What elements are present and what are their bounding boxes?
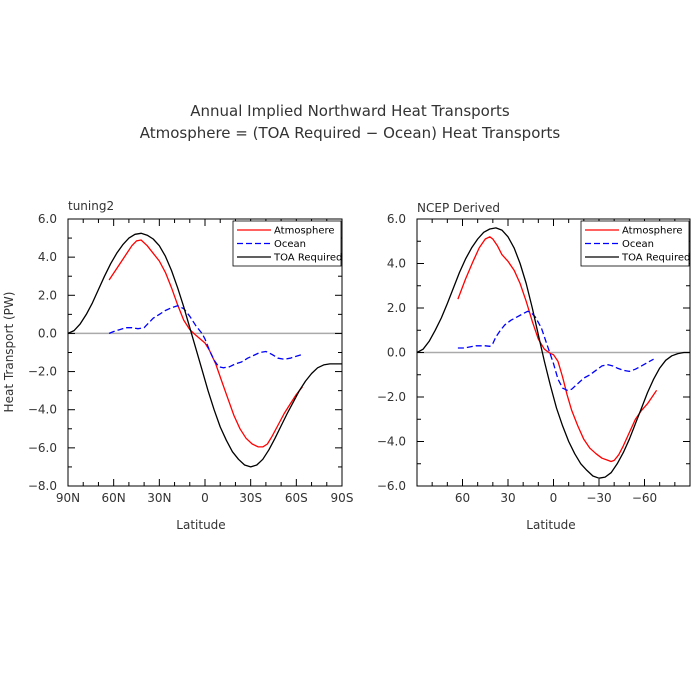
x-tick-label: 90N (56, 491, 80, 505)
chart-panel-left: tuning2 Latitude Heat Transport (PW) −8.… (2, 199, 353, 532)
legend-entry: Ocean (274, 239, 306, 250)
y-tick-label: −4.0 (28, 403, 57, 417)
series-line-toa-required (67, 232, 342, 468)
panel-label-left: tuning2 (68, 199, 114, 213)
x-tick-label: 60N (102, 491, 126, 505)
y-tick-label: 4.0 (387, 257, 406, 271)
x-tick-label: 0 (550, 491, 558, 505)
x-tick-label: 30N (147, 491, 171, 505)
x-tick-label: 0 (201, 491, 209, 505)
y-tick-label: 6.0 (38, 212, 57, 226)
y-tick-label: 0.0 (38, 326, 57, 340)
x-tick-label: −30 (586, 491, 611, 505)
y-tick-label: −4.0 (377, 435, 406, 449)
x-axis-label-right: Latitude (526, 518, 575, 532)
y-tick-label: 4.0 (38, 250, 57, 264)
y-tick-label: 2.0 (38, 288, 57, 302)
x-tick-label: 30S (239, 491, 262, 505)
y-tick-label: −2.0 (28, 365, 57, 379)
series-line-ocean (457, 310, 654, 391)
panel-label-right: NCEP Derived (417, 201, 500, 215)
x-tick-label: 60 (455, 491, 470, 505)
series-line-atmosphere (457, 236, 658, 463)
y-tick-label: −6.0 (28, 441, 57, 455)
legend-entry: TOA Required (273, 253, 342, 264)
series-line-toa-required (416, 227, 690, 479)
legend-entry: TOA Required (621, 253, 690, 264)
figure-title-line2: Atmosphere = (TOA Required − Ocean) Heat… (140, 124, 561, 142)
legend-entry: Atmosphere (622, 226, 683, 237)
y-tick-label: 0.0 (387, 346, 406, 360)
y-tick-label: −6.0 (377, 479, 406, 493)
figure-title-line1: Annual Implied Northward Heat Transports (190, 102, 510, 120)
y-axis-label-left: Heat Transport (PW) (2, 292, 16, 413)
x-tick-label: 30 (500, 491, 515, 505)
chart-panel-right: NCEP Derived Latitude −6.0 −4.0 −2.0 0.0 2.0… (377, 201, 691, 532)
x-tick-label: −60 (632, 491, 657, 505)
legend-entry: Atmosphere (274, 226, 335, 237)
y-tick-label: 6.0 (387, 212, 406, 226)
y-tick-label: −2.0 (377, 390, 406, 404)
x-tick-label: 90S (331, 491, 354, 505)
series-line-atmosphere (108, 239, 303, 448)
series-line-ocean (108, 305, 303, 369)
y-tick-label: 2.0 (387, 301, 406, 315)
y-tick-label: −8.0 (28, 479, 57, 493)
x-axis-label-left: Latitude (176, 518, 225, 532)
legend-entry: Ocean (622, 239, 654, 250)
x-tick-label: 60S (285, 491, 308, 505)
